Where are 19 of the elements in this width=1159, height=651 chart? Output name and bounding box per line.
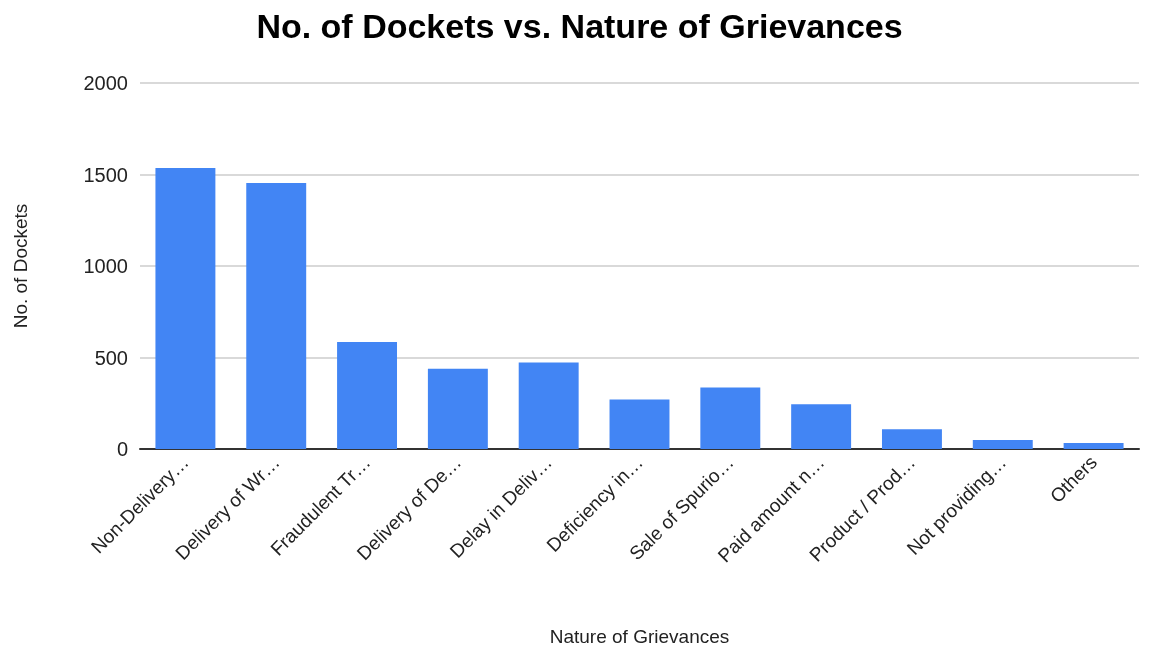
- y-axis-title: No. of Dockets: [10, 203, 31, 329]
- bar: [972, 440, 1033, 449]
- bar: [700, 387, 761, 449]
- y-tick-label: 2000: [83, 72, 128, 94]
- bar: [246, 183, 307, 449]
- bar: [337, 341, 398, 449]
- bar: [1063, 442, 1124, 449]
- bar: [791, 404, 852, 449]
- y-tick-label: 1000: [83, 255, 128, 277]
- y-tick-label: 500: [94, 346, 128, 369]
- x-axis-title: Nature of Grievances: [549, 626, 730, 647]
- bar: [155, 168, 216, 449]
- bar: [427, 368, 488, 449]
- y-tick-label: 0: [116, 438, 128, 460]
- chart-title: No. of Dockets vs. Nature of Grievances: [256, 7, 903, 45]
- y-tick-label: 1500: [83, 163, 128, 186]
- bar: [881, 429, 942, 449]
- bar: [518, 362, 579, 449]
- bar: [609, 399, 670, 449]
